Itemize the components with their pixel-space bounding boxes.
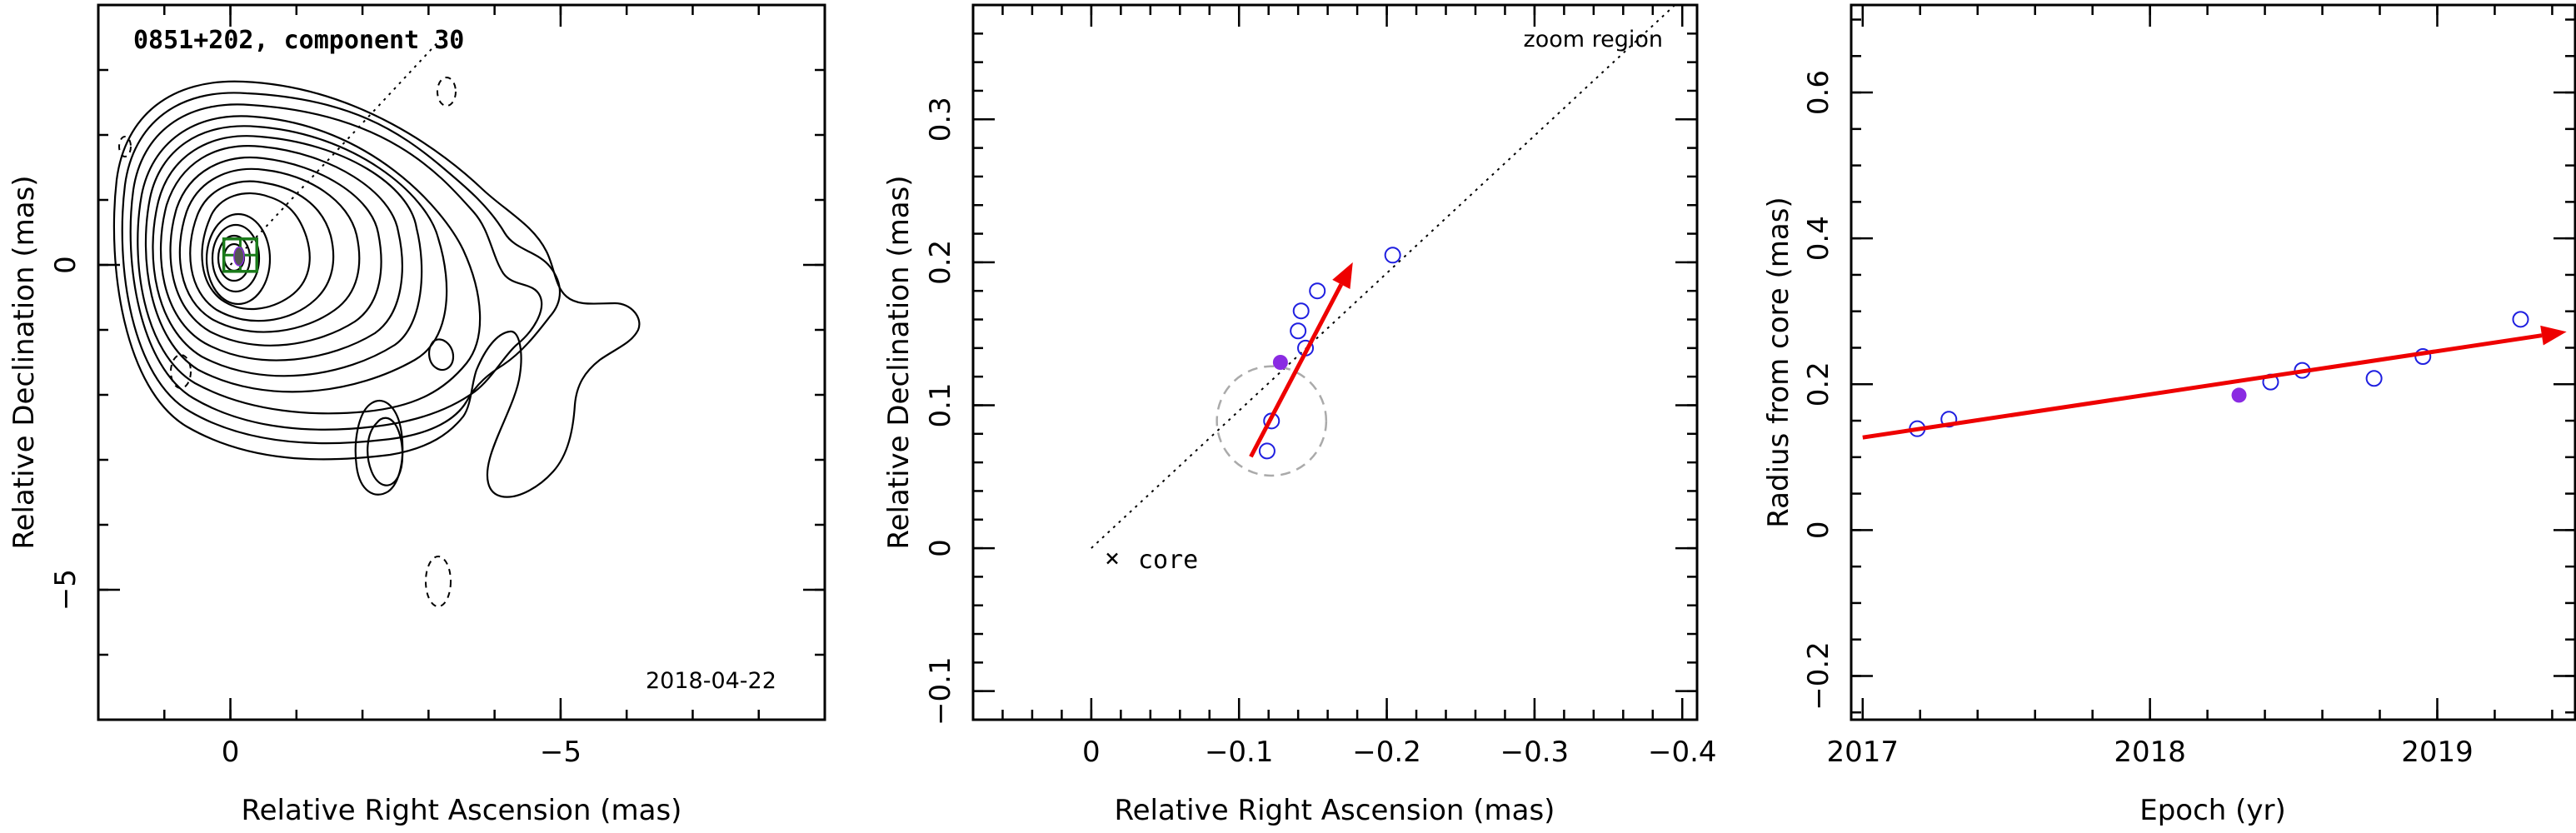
negative-contours: [118, 77, 457, 607]
contour-main-lobe: [129, 103, 543, 431]
radius-point: [2512, 311, 2529, 328]
x-tick-label: 2018: [2114, 736, 2186, 769]
y-tick-label: 0.2: [924, 240, 957, 285]
y-tick-label: 0.2: [1802, 362, 1835, 407]
y-tick-label: −5: [49, 569, 82, 611]
x-tick-label: −0.4: [1648, 736, 1717, 769]
panel-contour-map: 0 −5 −5 0: [7, 3, 826, 827]
panel1-xlabel: Relative Right Ascension (mas): [242, 794, 682, 827]
fit-arrow: [1862, 325, 2567, 440]
x-tick-label: 2019: [2401, 736, 2474, 769]
panel2-ylabel: Relative Declination (mas): [882, 175, 916, 549]
position-points: [1258, 247, 1401, 460]
highlight-epoch-point: [2231, 387, 2247, 403]
x-tick-label: 0: [222, 736, 240, 769]
radius-points: [1909, 311, 2529, 437]
fit-arrow-shaft: [1862, 333, 2543, 440]
y-tick-label: 0.3: [924, 97, 957, 142]
contour-knot-2: [367, 416, 404, 486]
y-tick-label: −0.2: [1802, 641, 1835, 711]
contour-outer-2: [112, 80, 641, 498]
position-point: [1309, 282, 1326, 300]
contour-knot-3: [354, 399, 404, 496]
position-angle-line: [229, 30, 449, 266]
core-marker: ×: [1105, 544, 1120, 573]
panel1-title: 0851+202, component 30: [133, 26, 464, 55]
y-tick-label: 0: [1802, 521, 1835, 540]
position-point: [1258, 442, 1276, 460]
mean-position-circle: [1216, 365, 1328, 477]
core-label: core: [1138, 546, 1198, 575]
panel3-xlabel: Epoch (yr): [2139, 794, 2286, 827]
x-tick-label: −0.2: [1352, 736, 1421, 769]
panel1-frame: [97, 3, 826, 721]
zoom-region-label: zoom region: [1524, 27, 1663, 52]
x-tick-label: −0.3: [1500, 736, 1570, 769]
y-tick-label: 0: [924, 539, 957, 557]
position-point: [1292, 302, 1310, 320]
panel3-frame: [1850, 3, 2576, 721]
panel2-xlabel: Relative Right Ascension (mas): [1115, 794, 1555, 827]
velocity-arrow: [1249, 262, 1353, 458]
panel-zoom-scatter: 0 −0.1 −0.2 −0.3 −0.4 −0.1 0 0.1 0.2 0.3 × core z…: [882, 3, 1717, 827]
y-tick-label: −0.1: [924, 656, 957, 726]
panel3-ylabel: Radius from core (mas): [1762, 197, 1795, 527]
panel3-ticks: 2017 2018 2019 −0.2 0 0.2 0.4 0.6: [1802, 5, 2575, 769]
x-tick-label: 2017: [1827, 736, 1900, 769]
fit-arrow-head: [2540, 325, 2567, 346]
x-tick-label: −0.1: [1205, 736, 1274, 769]
panel2-frame: [971, 3, 1699, 721]
radius-point: [2365, 370, 2383, 387]
y-tick-label: 0.1: [924, 382, 957, 427]
panel1-ticks: 0 −5 −5 0: [49, 3, 826, 769]
x-tick-label: 0: [1082, 736, 1101, 769]
panel-radius-epoch: 2017 2018 2019 −0.2 0 0.2 0.4 0.6 Epoch (yr) Ra…: [1762, 3, 2576, 827]
panel2-ticks: 0 −0.1 −0.2 −0.3 −0.4 −0.1 0 0.1 0.2 0.3: [924, 3, 1717, 769]
contour-map: [112, 80, 641, 498]
component-marker: [233, 247, 245, 267]
velocity-arrow-shaft: [1249, 283, 1344, 458]
y-tick-label: 0.6: [1802, 70, 1835, 115]
contour-outer-1: [121, 92, 561, 445]
y-tick-label: 0.4: [1802, 216, 1835, 261]
position-angle-line: [1091, 4, 1676, 549]
position-point: [1384, 247, 1401, 264]
panel1-date: 2018-04-22: [646, 668, 776, 694]
panel1-ylabel: Relative Declination (mas): [7, 175, 41, 549]
contour-knot-1: [428, 338, 455, 372]
position-point: [1290, 322, 1307, 340]
radius-point: [1940, 411, 1958, 428]
highlight-epoch-point: [1272, 355, 1288, 370]
velocity-arrow-head: [1332, 262, 1353, 290]
x-tick-label: −5: [540, 736, 582, 769]
y-tick-label: 0: [49, 256, 82, 274]
